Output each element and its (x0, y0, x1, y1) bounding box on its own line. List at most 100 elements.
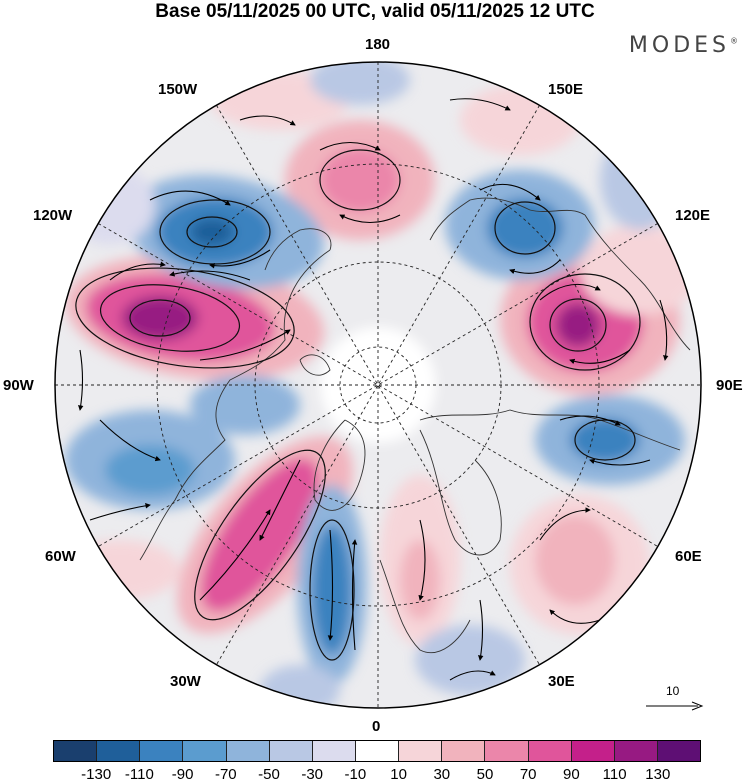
colorbar-swatch (571, 741, 615, 761)
lon-label-120e: 120E (675, 207, 711, 224)
contour-greenland-south-1 (309, 519, 355, 661)
colorbar-tick-label: -70 (214, 766, 237, 783)
colorbar-swatch (183, 741, 227, 761)
colorbar-swatch (614, 741, 658, 761)
anomaly-positive-west-pacific-core (122, 296, 198, 340)
contour-west-pacific-1 (75, 267, 295, 369)
colorbar-tick-label: 70 (519, 766, 537, 783)
wind-arrow (259, 459, 301, 541)
lon-label-90e: 90E (716, 377, 743, 394)
anomaly-negative-mediterranean (415, 625, 525, 695)
contour-kamchatka-1 (494, 201, 556, 255)
colorbar-tick-label: 90 (563, 766, 580, 783)
wind-arrow (199, 329, 291, 361)
coastline-eurasia-north (419, 409, 681, 451)
contour-west-pacific-3 (129, 299, 191, 337)
anomaly-negative-east-edge (600, 130, 680, 230)
wind-arrow (559, 415, 621, 426)
wind-arrow (589, 458, 651, 466)
colorbar-tick-label: -10 (344, 766, 367, 783)
colorbar-tick-label: -110 (124, 766, 154, 783)
colorbar-swatch (485, 741, 529, 761)
contour-east-asia-1 (574, 419, 636, 461)
colorbar-swatch (657, 741, 701, 761)
lon-label-60e: 60E (675, 548, 702, 565)
map-boundary (54, 61, 702, 709)
wind-arrow (478, 599, 484, 661)
colorbar-tick-label: 50 (476, 766, 494, 783)
colorbar-ticks: -130 -110 -90 -70 -50 -30 -10 10 30 50 70 90 110 130 (53, 766, 701, 783)
wind-arrow (319, 142, 381, 151)
anomaly-positive-central-asia-core (535, 515, 615, 605)
anomaly-polar-neutral (320, 327, 436, 443)
wind-vectors (78, 98, 669, 681)
wind-arrow (539, 283, 601, 301)
colorbar-swatch (226, 741, 270, 761)
wind-arrow (78, 349, 84, 411)
anomaly-positive-siberia-core (556, 303, 600, 347)
colorbar-swatch (355, 741, 400, 761)
coastlines (139, 197, 691, 654)
wind-arrow (449, 98, 511, 111)
anomaly-positive-europe-core (400, 540, 440, 620)
lon-label-30e: 30E (548, 673, 575, 690)
lon-label-180: 180 (365, 36, 391, 53)
colorbar-swatch (97, 741, 141, 761)
colorbar-tick-label: -90 (171, 766, 194, 783)
contour-siberia-1 (529, 273, 641, 371)
anomaly-positive-bering-core (320, 148, 400, 212)
wind-scale-label: 10 (666, 684, 680, 698)
coastline-greenland (313, 419, 366, 511)
lon-label-0: 0 (372, 718, 381, 735)
coastline-europe-south (379, 559, 471, 654)
colorbar-swatch (140, 741, 184, 761)
anomaly-negative-east-asia-core (570, 418, 640, 462)
colorbar-swatch (442, 741, 486, 761)
brand-name: MODES (628, 33, 730, 58)
wind-arrow (418, 519, 426, 601)
contour-gulf-alaska-2 (186, 216, 238, 248)
anomaly-negative-north-pacific-top (310, 62, 410, 105)
latitude-circle-40 (156, 163, 600, 607)
wind-arrow (339, 214, 401, 223)
contours (75, 149, 641, 661)
wind-arrow (569, 349, 631, 365)
wind-scale-arrow (646, 701, 704, 711)
colorbar-tick-label: -50 (258, 766, 280, 783)
colorbar-swatch (312, 741, 356, 761)
colorbar-tick-label: 130 (645, 766, 671, 783)
wind-arrow (209, 249, 271, 269)
lon-label-90w: 90W (3, 377, 34, 394)
anomaly-positive-east-asia (580, 225, 700, 315)
colorbar-tick-label: 10 (390, 766, 407, 783)
colorbar-tick-label: -130 (81, 766, 112, 783)
map-title: Base 05/11/2025 00 UTC, valid 05/11/2025… (155, 1, 595, 22)
wind-arrow (239, 115, 296, 126)
brand-logo: MODES® (629, 33, 738, 58)
wind-arrow (109, 261, 166, 281)
colorbar-swatch (269, 741, 313, 761)
coastline-chukotka (429, 197, 586, 241)
anomaly-negative-kamchatka-core (487, 198, 563, 258)
wind-arrow (449, 670, 496, 681)
colorbar-tick-label: 110 (602, 766, 627, 783)
colorbar (53, 740, 701, 762)
colorbar-tick-label: 30 (433, 766, 451, 783)
colorbar-swatch (54, 741, 98, 761)
wind-arrow (99, 419, 161, 462)
graticule (55, 62, 701, 708)
wind-arrow (169, 270, 251, 281)
anomaly-negative-hudson (190, 375, 300, 435)
lon-label-120w: 120W (33, 207, 73, 224)
coastline-east-asia (584, 214, 691, 351)
coastline-scandinavia (419, 429, 502, 556)
anomaly-positive-south-atlantic (60, 540, 180, 600)
wind-arrow (199, 509, 271, 601)
lon-label-150w: 150W (158, 81, 198, 98)
wind-arrow (549, 609, 601, 624)
wind-arrow (659, 299, 669, 361)
wind-arrow (327, 529, 334, 641)
wind-arrow (351, 539, 358, 651)
wind-arrow (149, 190, 231, 206)
